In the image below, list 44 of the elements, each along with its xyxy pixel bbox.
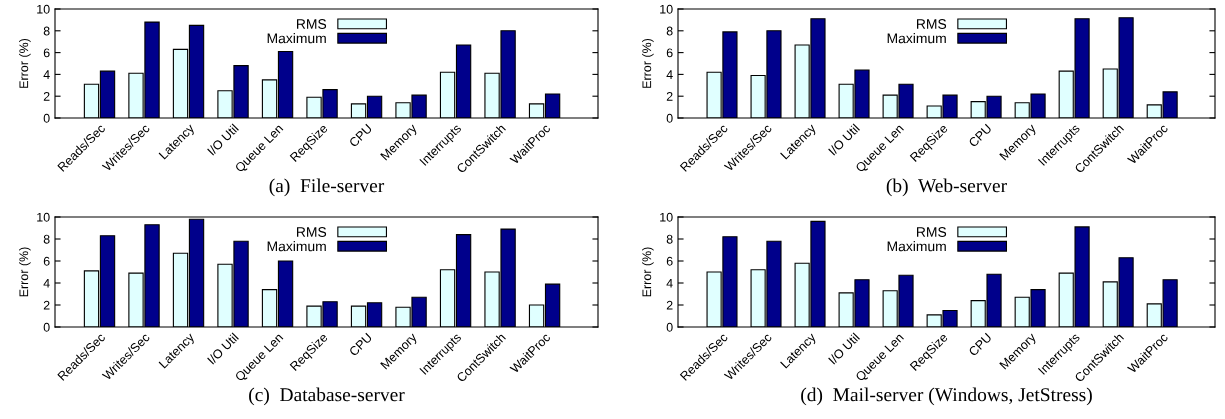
x-tick-label: I/O Util (206, 123, 239, 156)
y-tick-label: 4 (43, 70, 50, 79)
legend-label: RMS (297, 227, 327, 237)
y-tick-label: 10 (660, 212, 673, 222)
y-tick-label: 0 (43, 113, 50, 123)
legend-label: Maximum (267, 241, 326, 252)
y-tick-label: 6 (666, 48, 673, 58)
x-axis-title: (a) File-server (269, 178, 385, 197)
legend-label: Maximum (267, 33, 326, 44)
y-tick-label: 4 (666, 278, 673, 288)
legend-label: Maximum (887, 241, 946, 252)
y-axis-title: Error (%) (642, 38, 654, 88)
y-tick-label: 4 (666, 70, 673, 79)
y-tick-label: 10 (37, 4, 50, 14)
y-tick-label: 6 (43, 48, 50, 58)
y-tick-label: 6 (43, 256, 50, 266)
x-axis-title: (b) Web-server (886, 178, 1007, 197)
y-tick-label: 4 (43, 278, 50, 288)
y-tick-label: 10 (37, 212, 50, 222)
y-tick-label: 2 (666, 92, 673, 101)
y-axis-title: Error (%) (19, 38, 31, 88)
y-tick-label: 10 (660, 4, 673, 14)
y-tick-label: 8 (666, 26, 673, 36)
y-axis-title: Error (%) (19, 247, 31, 297)
y-tick-label: 8 (43, 26, 50, 36)
y-tick-label: 0 (666, 113, 673, 123)
y-tick-label: 0 (666, 322, 673, 332)
x-tick-label: I/O Util (827, 123, 860, 156)
x-tick-label: I/O Util (827, 332, 860, 365)
x-axis-title: (c) Database-server (249, 387, 405, 406)
legend-label: Maximum (887, 33, 946, 44)
legend-label: RMS (917, 227, 947, 237)
y-tick-label: 8 (666, 234, 673, 244)
legend-label: RMS (917, 19, 947, 29)
y-tick-label: 8 (43, 234, 50, 244)
legend-label: RMS (297, 19, 327, 29)
y-tick-label: 2 (43, 92, 50, 101)
y-tick-label: 2 (43, 300, 50, 310)
x-tick-label: I/O Util (206, 332, 239, 365)
y-tick-label: 2 (666, 300, 673, 310)
y-tick-label: 6 (666, 256, 673, 266)
y-tick-label: 0 (43, 322, 50, 332)
x-axis-title: (d) Mail-server (Windows, JetStress) (801, 387, 1092, 406)
y-axis-title: Error (%) (642, 247, 654, 297)
